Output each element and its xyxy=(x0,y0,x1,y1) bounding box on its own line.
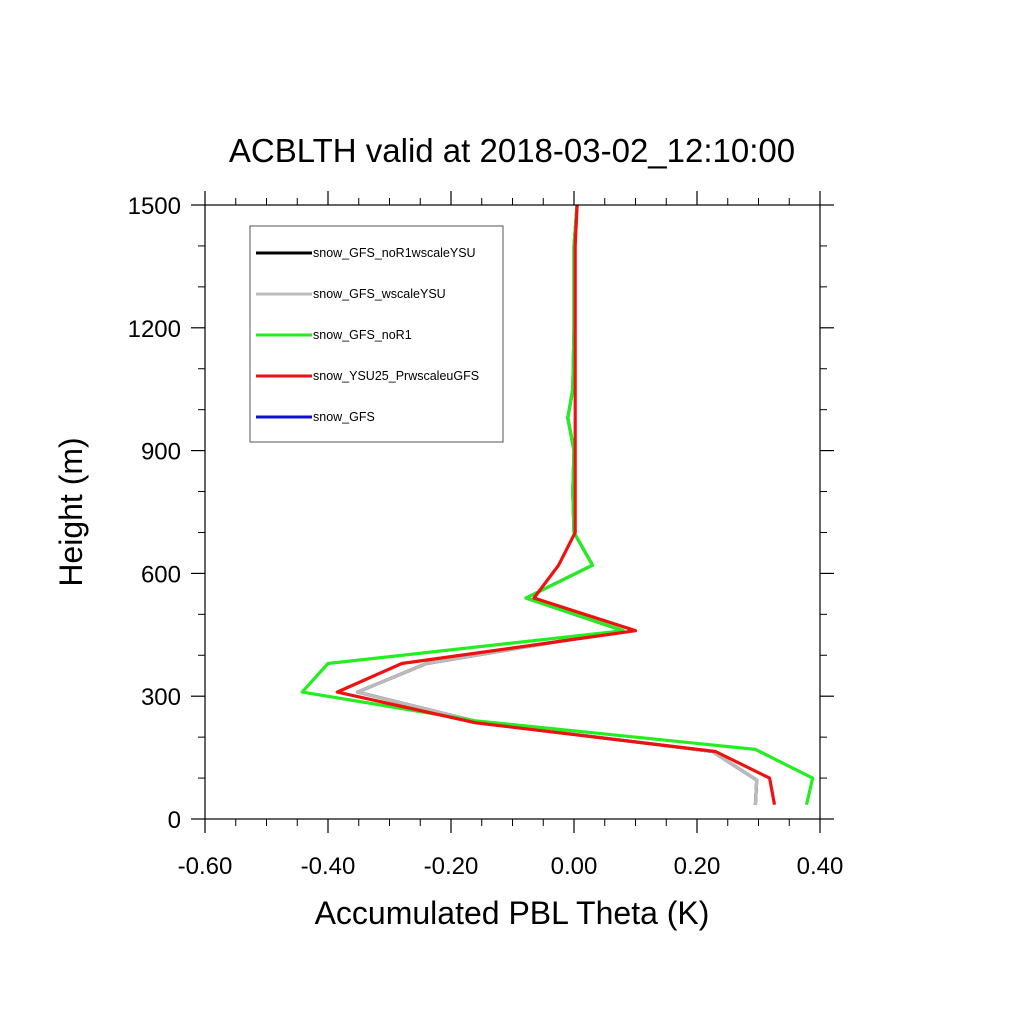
y-tick-label: 300 xyxy=(141,684,181,711)
series-line-2 xyxy=(300,204,815,806)
legend-label-2: snow_GFS_noR1 xyxy=(313,328,412,342)
y-tick-label: 900 xyxy=(141,439,181,466)
minor-ticks xyxy=(198,198,827,826)
legend-label-4: snow_GFS xyxy=(313,410,375,424)
y-axis-label: Height (m) xyxy=(53,437,89,586)
x-axis-label: Accumulated PBL Theta (K) xyxy=(315,895,710,931)
x-tick-label: -0.20 xyxy=(424,853,479,880)
series-line-3 xyxy=(335,204,777,805)
legend: snow_GFS_noR1wscaleYSU snow_GFS_wscaleYSU… xyxy=(249,225,504,443)
x-tick-label: 0.40 xyxy=(797,853,844,880)
y-tick-label: 0 xyxy=(168,807,181,834)
x-tick-label: -0.40 xyxy=(301,853,356,880)
x-tick-label: 0.00 xyxy=(551,853,598,880)
x-tick-label: 0.20 xyxy=(674,853,721,880)
plot-frame xyxy=(204,204,821,820)
major-ticks xyxy=(191,191,834,833)
legend-label-0: snow_GFS_noR1wscaleYSU xyxy=(313,246,476,260)
tick-labels: -0.60 -0.40 -0.20 0.00 0.20 0.40 0 300 600 900 120… xyxy=(128,193,844,880)
y-tick-label: 1500 xyxy=(128,193,181,220)
chart-title: ACBLTH valid at 2018-03-02_12:10:00 xyxy=(229,132,795,169)
y-tick-label: 1200 xyxy=(128,316,181,343)
x-tick-label: -0.60 xyxy=(178,853,233,880)
legend-label-1: snow_GFS_wscaleYSU xyxy=(313,287,446,301)
y-tick-label: 600 xyxy=(141,561,181,588)
series-lines xyxy=(300,204,815,806)
legend-label-3: snow_YSU25_PrwscaleuGFS xyxy=(313,369,479,383)
